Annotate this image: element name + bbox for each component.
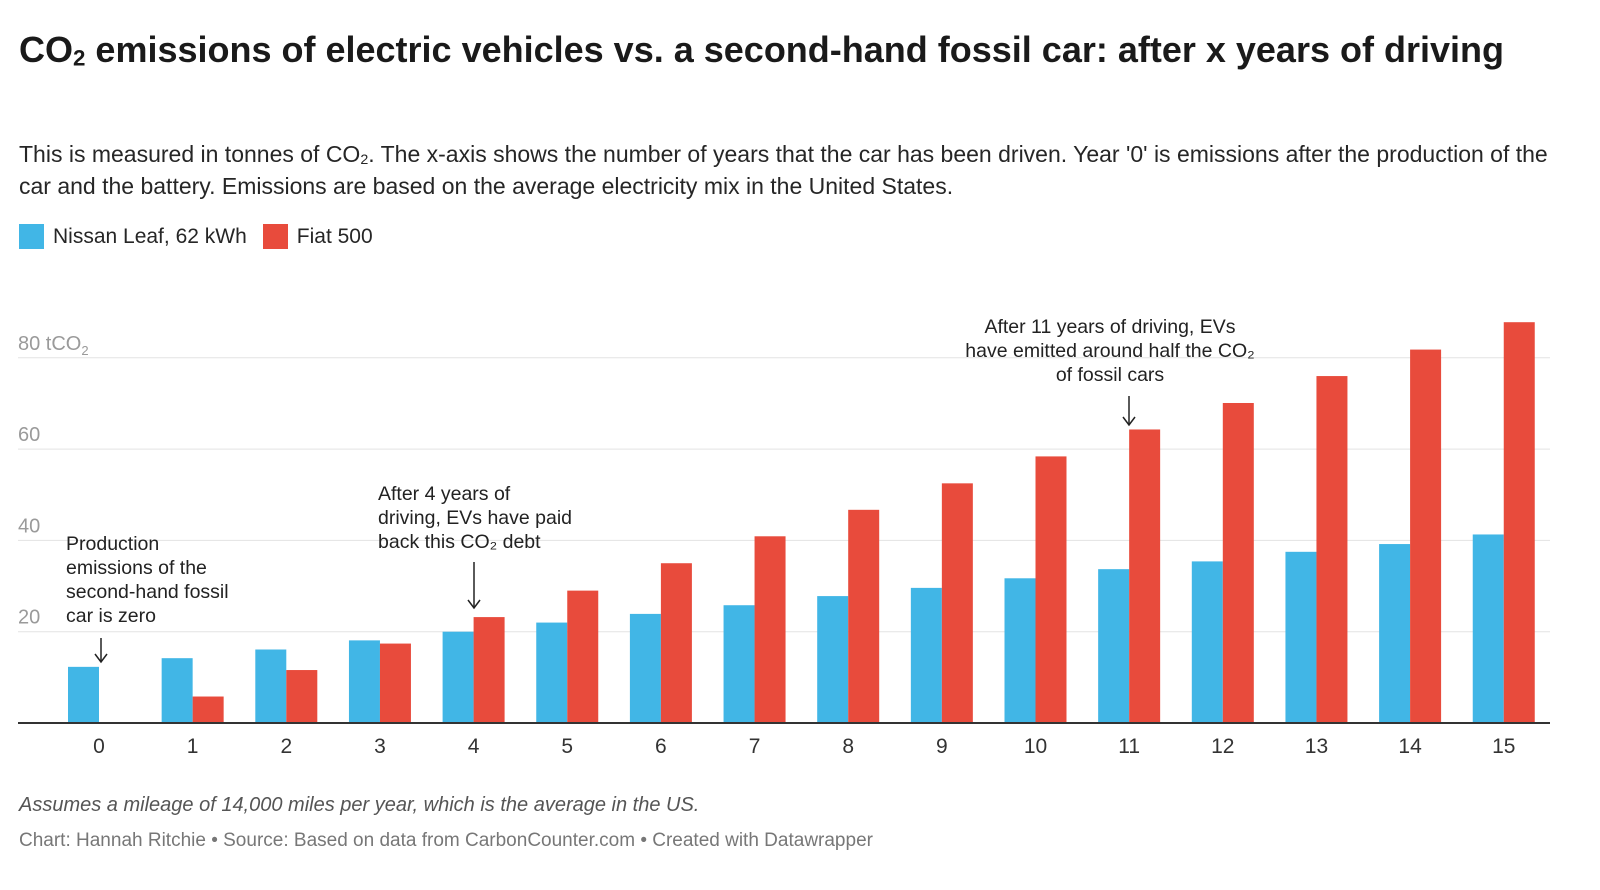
bar-nissan-leaf-12: [1191, 561, 1223, 723]
x-tick-label-12: 12: [1211, 735, 1234, 758]
annotation-arrowhead-4: [467, 599, 481, 610]
x-tick-label-10: 10: [1024, 735, 1047, 758]
bar-nissan-leaf-13: [1285, 551, 1317, 723]
y-tick-label-60: 60: [18, 424, 40, 446]
x-tick-label-14: 14: [1398, 735, 1422, 758]
subtitle-subscript: 2: [360, 152, 369, 169]
title-text-rest: emissions of electric vehicles vs. a sec…: [85, 29, 1504, 70]
x-tick-label-0: 0: [93, 735, 105, 758]
annotation-arrowhead-0: [94, 653, 108, 664]
bar-fiat-500-1: [192, 696, 224, 723]
legend-item-fiat-500: Fiat 500: [262, 224, 373, 249]
legend-swatch-fiat-500: [262, 224, 288, 249]
bar-fiat-500-4: [473, 617, 505, 723]
annotation-text-0: Production emissions of the second-hand fo…: [66, 533, 229, 627]
legend-item-nissan-leaf: Nissan Leaf, 62 kWh: [19, 224, 247, 249]
subtitle-text: This is measured in tonnes of CO: [19, 141, 361, 167]
x-tick-label-2: 2: [280, 735, 292, 758]
bar-fiat-500-10: [1035, 456, 1067, 723]
y-tick-label-40: 40: [18, 515, 40, 537]
bar-nissan-leaf-4: [442, 631, 474, 723]
x-tick-label-6: 6: [655, 735, 667, 758]
y-tick-label-20: 20: [18, 607, 40, 629]
annotation-arrowhead-11: [1122, 416, 1136, 427]
x-tick-label-7: 7: [749, 735, 761, 758]
bar-fiat-500-14: [1410, 349, 1442, 723]
bar-nissan-leaf-5: [536, 622, 568, 723]
y-tick-label-80: 80 tCO2: [18, 333, 89, 358]
bar-nissan-leaf-1: [161, 658, 193, 723]
bar-fiat-500-12: [1222, 402, 1254, 723]
chart-title: CO2 emissions of electric vehicles vs. a…: [19, 26, 1579, 73]
bar-fiat-500-9: [941, 483, 973, 723]
x-tick-label-15: 15: [1492, 735, 1515, 758]
x-tick-label-8: 8: [842, 735, 854, 758]
x-tick-label-9: 9: [936, 735, 948, 758]
subtitle-text-rest: . The x-axis shows the number of years t…: [19, 141, 1548, 199]
title-subscript: 2: [73, 45, 86, 71]
bar-nissan-leaf-9: [910, 587, 942, 723]
x-tick-label-3: 3: [374, 735, 386, 758]
bar-nissan-leaf-8: [817, 596, 849, 723]
annotation-text-4: After 4 years of driving, EVs have paid ba…: [378, 483, 572, 553]
x-tick-label-1: 1: [187, 735, 199, 758]
legend: Nissan Leaf, 62 kWh Fiat 500: [19, 224, 389, 249]
legend-label-fiat-500: Fiat 500: [296, 224, 373, 248]
bar-fiat-500-5: [567, 590, 599, 723]
annotation-text-11: After 11 years of driving, EVs have emitt…: [965, 316, 1254, 386]
bar-fiat-500-7: [754, 536, 786, 723]
chart-subtitle: This is measured in tonnes of CO2. The x…: [19, 138, 1579, 202]
chart-notes: Assumes a mileage of 14,000 miles per ye…: [19, 794, 700, 816]
legend-label-nissan-leaf: Nissan Leaf, 62 kWh: [53, 224, 247, 248]
x-tick-label-11: 11: [1118, 735, 1140, 758]
chart-credits: Chart: Hannah Ritchie • Source: Based on…: [19, 830, 873, 851]
bar-nissan-leaf-0: [68, 666, 99, 723]
title-text: CO: [19, 29, 73, 70]
bar-fiat-500-3: [379, 643, 411, 723]
bar-nissan-leaf-3: [348, 640, 380, 723]
x-tick-label-13: 13: [1305, 735, 1328, 758]
bar-fiat-500-2: [286, 670, 318, 723]
bar-nissan-leaf-10: [1004, 578, 1036, 723]
x-tick-label-5: 5: [561, 735, 573, 758]
x-tick-label-4: 4: [468, 735, 480, 758]
bar-fiat-500-15: [1503, 322, 1535, 723]
bar-fiat-500-13: [1316, 376, 1348, 723]
legend-swatch-nissan-leaf: [19, 224, 44, 249]
bar-nissan-leaf-11: [1098, 569, 1130, 723]
bar-fiat-500-8: [848, 509, 880, 723]
bar-nissan-leaf-14: [1379, 544, 1411, 723]
bar-nissan-leaf-6: [629, 613, 661, 723]
bar-fiat-500-6: [660, 563, 692, 723]
bar-nissan-leaf-2: [255, 649, 287, 723]
bar-nissan-leaf-15: [1472, 534, 1504, 723]
bar-nissan-leaf-7: [723, 605, 755, 723]
bar-fiat-500-11: [1129, 429, 1161, 723]
